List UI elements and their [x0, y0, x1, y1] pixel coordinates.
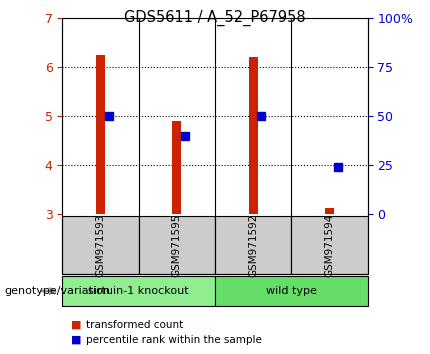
Text: GSM971595: GSM971595 [172, 213, 182, 277]
Text: GDS5611 / A_52_P67958: GDS5611 / A_52_P67958 [124, 10, 306, 26]
Text: GSM971594: GSM971594 [325, 213, 335, 277]
Text: GSM971592: GSM971592 [248, 213, 258, 277]
Bar [172, 121, 181, 214]
Text: sirtuin-1 knockout: sirtuin-1 knockout [88, 286, 189, 296]
Text: percentile rank within the sample: percentile rank within the sample [86, 335, 262, 345]
Text: genotype/variation: genotype/variation [4, 286, 111, 296]
Text: ■: ■ [71, 320, 81, 330]
Bar [325, 208, 334, 214]
Text: wild type: wild type [266, 286, 317, 296]
Text: ■: ■ [71, 335, 81, 345]
Text: transformed count: transformed count [86, 320, 183, 330]
Bar [249, 57, 258, 214]
Bar [96, 55, 105, 214]
Text: GSM971593: GSM971593 [95, 213, 105, 277]
